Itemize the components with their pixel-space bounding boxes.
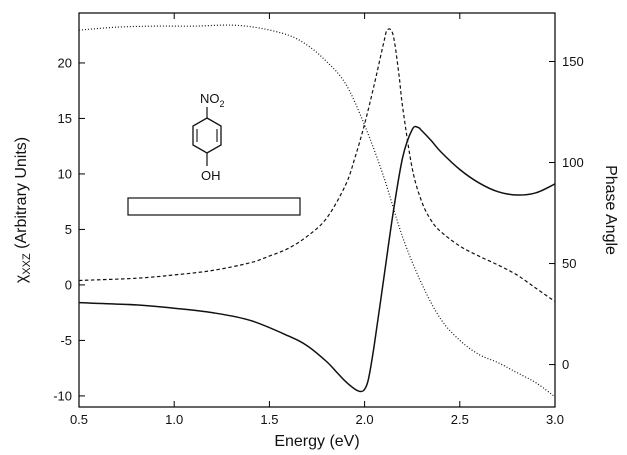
y2-tick-label: 0 bbox=[562, 357, 569, 372]
y-tick-label: -10 bbox=[53, 388, 72, 403]
x-tick-label: 1.0 bbox=[165, 412, 183, 427]
series-line-dotted bbox=[79, 25, 555, 397]
y-axis-title: χXXZ (Arbitrary Units) bbox=[13, 137, 33, 283]
y2-axis-title: Phase Angle bbox=[602, 165, 619, 255]
x-tick-label: 2.5 bbox=[451, 412, 469, 427]
x-tick-label: 1.5 bbox=[260, 412, 278, 427]
y2-tick-label: 100 bbox=[562, 155, 584, 170]
y-tick-label: 20 bbox=[58, 55, 72, 70]
x-tick-label: 3.0 bbox=[546, 412, 564, 427]
y2-tick-label: 50 bbox=[562, 256, 576, 271]
x-tick-label: 2.0 bbox=[356, 412, 374, 427]
no2-label: NO2 bbox=[200, 91, 225, 109]
x-tick-label: 0.5 bbox=[70, 412, 88, 427]
series-group bbox=[79, 25, 555, 397]
y-tick-label: -5 bbox=[60, 333, 72, 348]
y-tick-label: 15 bbox=[58, 111, 72, 126]
y-tick-label: 5 bbox=[65, 222, 72, 237]
y2-tick-label: 150 bbox=[562, 54, 584, 69]
x-axis-title: Energy (eV) bbox=[274, 433, 359, 450]
substrate-rectangle bbox=[128, 198, 300, 215]
y-axis-title-suffix: (Arbitrary Units) bbox=[13, 137, 30, 253]
oh-label: OH bbox=[201, 168, 221, 183]
molecule-annotation: NO2 OH bbox=[128, 91, 300, 215]
x-axis-ticks: 0.5 1.0 1.5 2.0 2.5 3.0 bbox=[70, 13, 564, 427]
y-tick-label: 0 bbox=[65, 277, 72, 292]
y2-axis-ticks: 0 50 100 150 bbox=[549, 54, 584, 372]
plot-frame bbox=[79, 13, 555, 407]
y-axis-title-subscript: XXZ bbox=[21, 253, 33, 275]
y-axis-ticks: -10 -5 0 5 10 15 20 bbox=[53, 55, 85, 403]
y-tick-label: 10 bbox=[58, 166, 72, 181]
series-line-dashed bbox=[79, 29, 555, 302]
